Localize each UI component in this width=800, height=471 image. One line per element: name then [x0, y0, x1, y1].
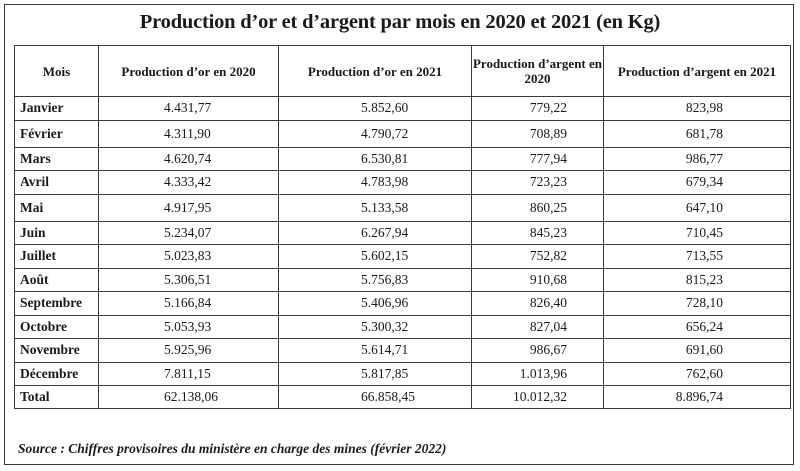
cell-or-2021: 5.406,96 [278, 291, 472, 316]
cell-argent-2020: 777,94 [471, 146, 604, 171]
cell-or-2021: 6.267,94 [278, 220, 472, 245]
cell-or-2021: 5.817,85 [278, 361, 472, 386]
cell-mois: Septembre [14, 291, 99, 316]
cell-argent-2021: 691,60 [603, 338, 791, 363]
cell-argent-2020: 779,22 [471, 96, 604, 121]
cell-argent-2021: 823,98 [603, 96, 791, 121]
cell-argent-2021: 728,10 [603, 291, 791, 316]
cell-or-2020: 5.234,07 [98, 220, 279, 245]
cell-or-2021: 5.300,32 [278, 314, 472, 339]
cell-mois: Mars [14, 146, 99, 171]
cell-mois: Août [14, 267, 99, 292]
cell-or-2020: 7.811,15 [98, 361, 279, 386]
production-table: Mois Production d’or en 2020 Production … [14, 45, 791, 409]
cell-or-2020: 4.917,95 [98, 193, 279, 222]
total-argent-2020: 10.012,32 [471, 385, 604, 409]
header-or-2021: Production d’or en 2021 [278, 45, 472, 97]
cell-argent-2021: 815,23 [603, 267, 791, 292]
cell-argent-2020: 752,82 [471, 244, 604, 269]
cell-argent-2021: 679,34 [603, 170, 791, 195]
cell-argent-2021: 713,55 [603, 244, 791, 269]
table-row: Juin 5.234,07 6.267,94 845,23 710,45 [14, 220, 791, 245]
cell-mois: Juin [14, 220, 99, 245]
cell-mois: Mai [14, 193, 99, 222]
cell-or-2020: 4.333,42 [98, 170, 279, 195]
cell-mois: Novembre [14, 338, 99, 363]
cell-mois: Janvier [14, 96, 99, 121]
total-or-2021: 66.858,45 [278, 385, 472, 409]
table-row: Mars 4.620,74 6.530,81 777,94 986,77 [14, 146, 791, 171]
table-row: Novembre 5.925,96 5.614,71 986,67 691,60 [14, 338, 791, 363]
table-row: Décembre 7.811,15 5.817,85 1.013,96 762,60 [14, 361, 791, 386]
table-row: Février 4.311,90 4.790,72 708,89 681,78 [14, 119, 791, 148]
total-label: Total [14, 385, 99, 409]
cell-argent-2020: 723,23 [471, 170, 604, 195]
total-row: Total 62.138,06 66.858,45 10.012,32 8.896,74 [14, 385, 791, 409]
cell-argent-2021: 656,24 [603, 314, 791, 339]
header-mois: Mois [14, 45, 99, 97]
cell-argent-2020: 826,40 [471, 291, 604, 316]
cell-or-2021: 5.602,15 [278, 244, 472, 269]
cell-or-2020: 5.306,51 [98, 267, 279, 292]
table-body: Janvier 4.431,77 5.852,60 779,22 823,98 Févri… [14, 96, 791, 409]
document-frame: Production d’or et d’argent par mois en … [4, 4, 794, 465]
cell-or-2020: 5.023,83 [98, 244, 279, 269]
header-row: Mois Production d’or en 2020 Production … [14, 45, 791, 97]
source-note: Source : Chiffres provisoires du ministè… [18, 441, 447, 456]
cell-or-2020: 5.925,96 [98, 338, 279, 363]
cell-argent-2021: 762,60 [603, 361, 791, 386]
cell-or-2021: 5.852,60 [278, 96, 472, 121]
cell-argent-2020: 1.013,96 [471, 361, 604, 386]
table-row: Janvier 4.431,77 5.852,60 779,22 823,98 [14, 96, 791, 121]
cell-argent-2021: 681,78 [603, 119, 791, 148]
cell-or-2021: 5.756,83 [278, 267, 472, 292]
cell-or-2021: 5.133,58 [278, 193, 472, 222]
cell-argent-2021: 710,45 [603, 220, 791, 245]
table-row: Août 5.306,51 5.756,83 910,68 815,23 [14, 267, 791, 292]
cell-or-2021: 4.783,98 [278, 170, 472, 195]
header-argent-2020: Production d’argent en 2020 [471, 45, 604, 97]
cell-argent-2020: 845,23 [471, 220, 604, 245]
header-or-2020: Production d’or en 2020 [98, 45, 279, 97]
cell-or-2021: 6.530,81 [278, 146, 472, 171]
table-row: Octobre 5.053,93 5.300,32 827,04 656,24 [14, 314, 791, 339]
cell-argent-2020: 860,25 [471, 193, 604, 222]
table-row: Juillet 5.023,83 5.602,15 752,82 713,55 [14, 244, 791, 269]
cell-mois: Juillet [14, 244, 99, 269]
header-argent-2021: Production d’argent en 2021 [603, 45, 791, 97]
cell-or-2020: 4.431,77 [98, 96, 279, 121]
cell-argent-2021: 647,10 [603, 193, 791, 222]
cell-argent-2020: 827,04 [471, 314, 604, 339]
cell-or-2020: 4.311,90 [98, 119, 279, 148]
cell-or-2021: 4.790,72 [278, 119, 472, 148]
total-argent-2021: 8.896,74 [603, 385, 791, 409]
table-row: Avril 4.333,42 4.783,98 723,23 679,34 [14, 170, 791, 195]
cell-mois: Décembre [14, 361, 99, 386]
cell-or-2020: 5.166,84 [98, 291, 279, 316]
page-title: Production d’or et d’argent par mois en … [139, 11, 661, 33]
cell-argent-2021: 986,77 [603, 146, 791, 171]
cell-argent-2020: 910,68 [471, 267, 604, 292]
table-row: Septembre 5.166,84 5.406,96 826,40 728,10 [14, 291, 791, 316]
cell-argent-2020: 986,67 [471, 338, 604, 363]
cell-or-2021: 5.614,71 [278, 338, 472, 363]
cell-mois: Octobre [14, 314, 99, 339]
cell-argent-2020: 708,89 [471, 119, 604, 148]
total-or-2020: 62.138,06 [98, 385, 279, 409]
cell-mois: Avril [14, 170, 99, 195]
table-row: Mai 4.917,95 5.133,58 860,25 647,10 [14, 193, 791, 222]
cell-or-2020: 4.620,74 [98, 146, 279, 171]
cell-mois: Février [14, 119, 99, 148]
cell-or-2020: 5.053,93 [98, 314, 279, 339]
